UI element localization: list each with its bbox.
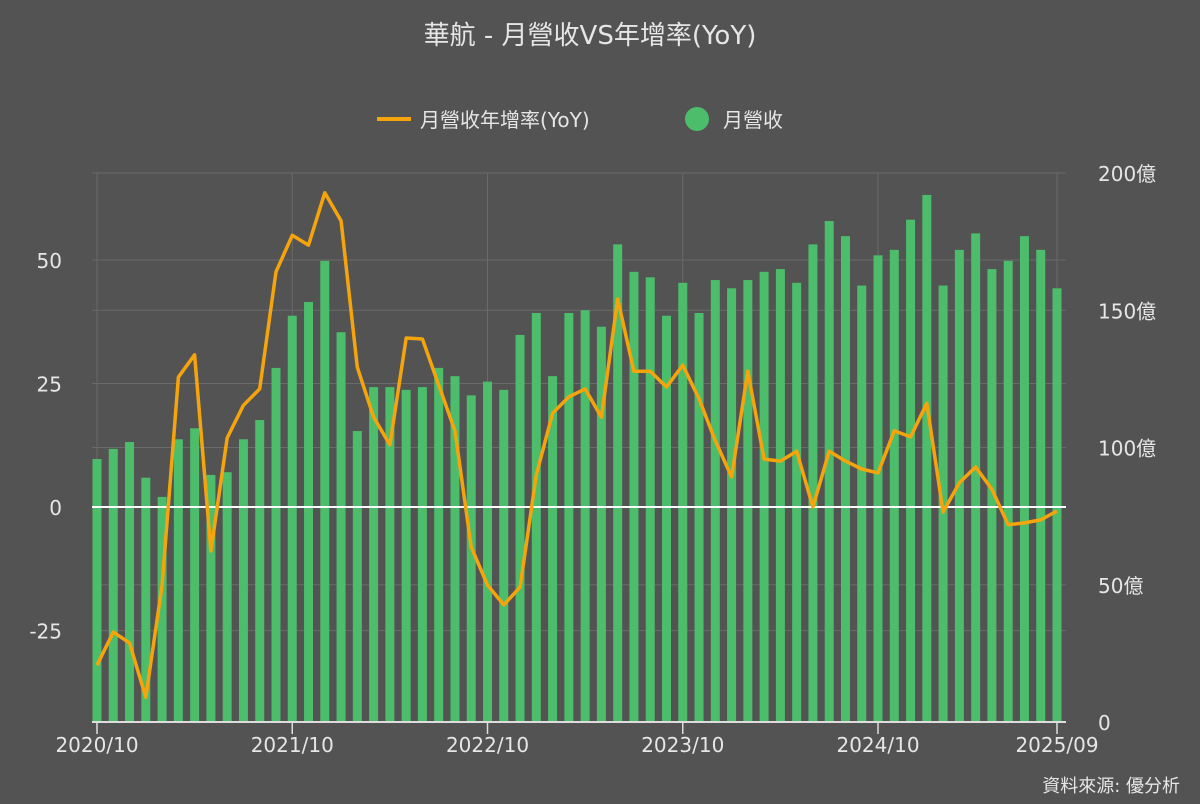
revenue-bar [906, 219, 916, 723]
x-tick-label: 2022/10 [446, 733, 529, 757]
revenue-bar [385, 387, 395, 722]
revenue-bar [483, 381, 493, 722]
left-tick-label: -25 [29, 620, 62, 644]
revenue-bar [661, 315, 671, 722]
x-tick-label: 2023/10 [641, 733, 724, 757]
left-tick-label: 25 [37, 373, 62, 397]
revenue-bar [173, 439, 183, 722]
revenue-bar [369, 387, 379, 722]
revenue-bar [678, 282, 688, 722]
revenue-bar [743, 280, 753, 722]
revenue-bar [727, 288, 737, 722]
legend: 月營收年增率(YoY) 月營收 [377, 107, 783, 132]
revenue-bar [808, 244, 818, 722]
revenue-bar [499, 389, 509, 722]
revenue-bar [1003, 260, 1013, 722]
revenue-bar [548, 376, 558, 722]
revenue-bar [515, 334, 525, 722]
revenue-bar [580, 310, 590, 722]
legend-label-yoy: 月營收年增率(YoY) [420, 108, 590, 132]
revenue-bar [1036, 249, 1046, 723]
revenue-bar [759, 271, 769, 722]
revenue-bar [873, 255, 883, 722]
revenue-bar [401, 389, 411, 722]
revenue-bar [304, 302, 314, 722]
revenue-bar [466, 395, 476, 722]
revenue-bar [987, 269, 997, 722]
revenue-bar [922, 194, 932, 722]
revenue-bar [287, 315, 297, 722]
revenue-bar [238, 439, 248, 722]
revenue-bar [352, 431, 362, 722]
revenue-bar [92, 459, 102, 722]
source-label: 資料來源: 優分析 [1042, 776, 1180, 797]
revenue-bar [596, 326, 606, 722]
revenue-bar [417, 387, 427, 722]
legend-line-swatch [377, 117, 411, 121]
right-tick-label: 150億 [1098, 299, 1156, 323]
revenue-bar [108, 448, 118, 722]
revenue-bar [320, 260, 330, 722]
revenue-bar [271, 367, 281, 722]
yoy-line [95, 191, 1058, 700]
x-tick-label: 2025/09 [1015, 733, 1098, 757]
right-tick-label: 100億 [1098, 437, 1156, 461]
revenue-bar [840, 236, 850, 722]
revenue-bar [710, 280, 720, 722]
revenue-bar [125, 442, 135, 722]
revenue-bar [645, 277, 655, 722]
revenue-bar [222, 472, 232, 722]
revenue-bar [157, 496, 167, 722]
revenue-bar [564, 312, 574, 722]
revenue-bar [1052, 288, 1062, 722]
x-tick-label: 2021/10 [251, 733, 334, 757]
revenue-bar [694, 312, 704, 722]
revenue-bar [450, 376, 460, 722]
revenue-bar [792, 282, 802, 722]
right-tick-label: 200億 [1098, 162, 1156, 186]
revenue-bar [190, 428, 200, 722]
chart-title: 華航 - 月營收VS年增率(YoY) [424, 21, 757, 51]
right-tick-label: 0 [1098, 711, 1111, 735]
x-tick-label: 2020/10 [55, 733, 138, 757]
revenue-bar [336, 332, 346, 722]
revenue-bar [141, 477, 151, 722]
revenue-bar [613, 244, 623, 722]
left-tick-label: 50 [37, 249, 62, 273]
revenue-bar [824, 221, 834, 722]
revenue-bar [857, 285, 867, 722]
revenue-bar [775, 269, 785, 722]
revenue-bar [255, 420, 265, 722]
revenue-bar [531, 312, 541, 722]
x-tick-label: 2024/10 [836, 733, 919, 757]
revenue-bar [434, 367, 444, 722]
legend-label-revenue: 月營收 [723, 108, 783, 132]
revenue-bar [206, 474, 216, 722]
left-tick-label: 0 [49, 496, 62, 520]
revenue-bar [971, 233, 981, 722]
right-tick-label: 50億 [1098, 574, 1143, 598]
revenue-bar [889, 249, 899, 723]
revenue-bar [629, 271, 639, 722]
legend-bar-swatch [685, 107, 709, 131]
revenue-bar [1019, 236, 1029, 722]
